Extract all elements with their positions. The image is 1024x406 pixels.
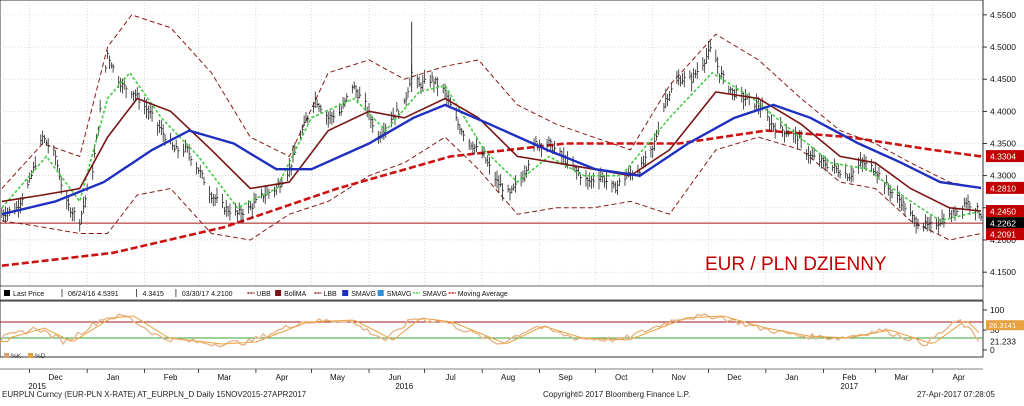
- current-value-label: 4.2091: [990, 230, 1016, 240]
- y-tick-label: 4.5000: [990, 42, 1016, 52]
- legend-swatch: [4, 290, 10, 296]
- indicator-y-tick-label: 0: [990, 345, 995, 355]
- current-value-label: 4.2262: [990, 219, 1016, 229]
- y-tick-label: 4.4000: [990, 106, 1016, 116]
- x-tick-label: Feb: [164, 373, 178, 382]
- current-value-box: [986, 228, 1024, 241]
- indicator-legend-swatch: [28, 353, 33, 358]
- legend-swatch: [342, 290, 349, 296]
- legend-label: 4.3415: [143, 291, 165, 298]
- sma-short-line: [1, 71, 982, 222]
- current-value-label: 4.3304: [990, 152, 1016, 162]
- series-layer: [0, 14, 983, 267]
- legend-label: SMAVG: [422, 291, 447, 298]
- indicator-current-label: 26.3141: [989, 321, 1016, 330]
- y-tick-label: 4.4500: [990, 74, 1016, 84]
- indicator-legend-label: %D: [35, 353, 46, 360]
- current-value-box: [986, 205, 1024, 218]
- indicator-d-line: [0, 315, 980, 345]
- current-value-label: 4.2810: [990, 183, 1016, 193]
- current-value-box: [986, 150, 1024, 163]
- x-tick-label: Mar: [217, 373, 231, 382]
- current-value-box: [986, 217, 1024, 230]
- x-tick-label: Feb: [842, 373, 856, 382]
- x-tick-label: Sep: [558, 373, 573, 382]
- x-tick-label: Mar: [894, 373, 908, 382]
- timestamp: 27-Apr-2017 07:28:05: [917, 390, 995, 399]
- legend: Last Price 06/24/16 4.5391 4.3415 03/30/17 …: [0, 285, 984, 301]
- y-tick-label: 4.1500: [990, 267, 1016, 277]
- legend-label: Moving Average: [458, 291, 508, 298]
- y-tick-label: 4.5500: [990, 10, 1016, 20]
- x-tick-label: Jun: [389, 373, 402, 382]
- annotation-title: EUR / PLN DZIENNY: [705, 254, 887, 275]
- y-tick-label: 4.3000: [990, 171, 1016, 181]
- indicator-legend-swatch: [4, 353, 9, 358]
- bollma-line: [1, 91, 982, 212]
- sma-mid-line: [1, 103, 982, 216]
- indicator-frame: [0, 300, 984, 358]
- legend-bar: [0, 285, 984, 301]
- legend-label: 03/30/17 4.2100: [182, 291, 233, 298]
- x-tick-label: Aug: [501, 373, 515, 382]
- legend-label: Last Price: [13, 291, 44, 298]
- x-tick-label: Dec: [49, 373, 63, 382]
- legend-swatch: [275, 290, 282, 296]
- legend-label: 06/24/16 4.5391: [68, 291, 119, 298]
- x-tick-label: Oct: [615, 373, 628, 382]
- indicator-current-label: 21.233: [990, 337, 1016, 347]
- x-tick-label: Apr: [953, 373, 966, 382]
- y-axis: 4.15004.20004.25004.30004.35004.40004.45…: [983, 10, 1024, 277]
- instrument-description: EURPLN Curncy (EUR-PLN X-RATE) AT_EURPLN…: [2, 390, 307, 399]
- x-year-label: 2016: [395, 382, 413, 391]
- x-tick-label: Jan: [107, 373, 120, 382]
- copyright: Copyright© 2017 Bloomberg Finance L.P.: [543, 390, 690, 399]
- x-tick-label: Apr: [276, 373, 289, 382]
- indicator-legend-label: %K: [11, 353, 22, 360]
- indicator-current-box: [986, 320, 1024, 331]
- x-tick-label: Jul: [446, 373, 456, 382]
- legend-label: SMAVG: [387, 291, 412, 298]
- ubb-line: [1, 14, 982, 189]
- moving-average-line: [1, 129, 982, 267]
- x-year-label: 2017: [840, 382, 858, 391]
- x-axis: Dec Jan Feb Mar Apr May Jun Jul Aug Sep Oct Nov Dec J…: [0, 368, 983, 391]
- indicator-y-tick-label: 100: [990, 305, 1004, 315]
- legend-label: BollMA: [284, 291, 307, 298]
- x-tick-label: May: [330, 373, 345, 382]
- legend-label: UBB: [256, 291, 271, 298]
- legend-swatch: [377, 290, 384, 296]
- legend-label: LBB: [324, 291, 338, 298]
- y-tick-label: 4.3500: [990, 139, 1016, 149]
- x-tick-label: Nov: [672, 373, 686, 382]
- legend-label: SMAVG: [351, 291, 376, 298]
- indicator-k-line: [0, 313, 980, 348]
- current-value-box: [986, 181, 1024, 194]
- current-value-label: 4.2450: [990, 207, 1016, 217]
- x-tick-label: Dec: [727, 373, 741, 382]
- x-tick-label: Jan: [785, 373, 798, 382]
- x-year-label: 2015: [28, 382, 46, 391]
